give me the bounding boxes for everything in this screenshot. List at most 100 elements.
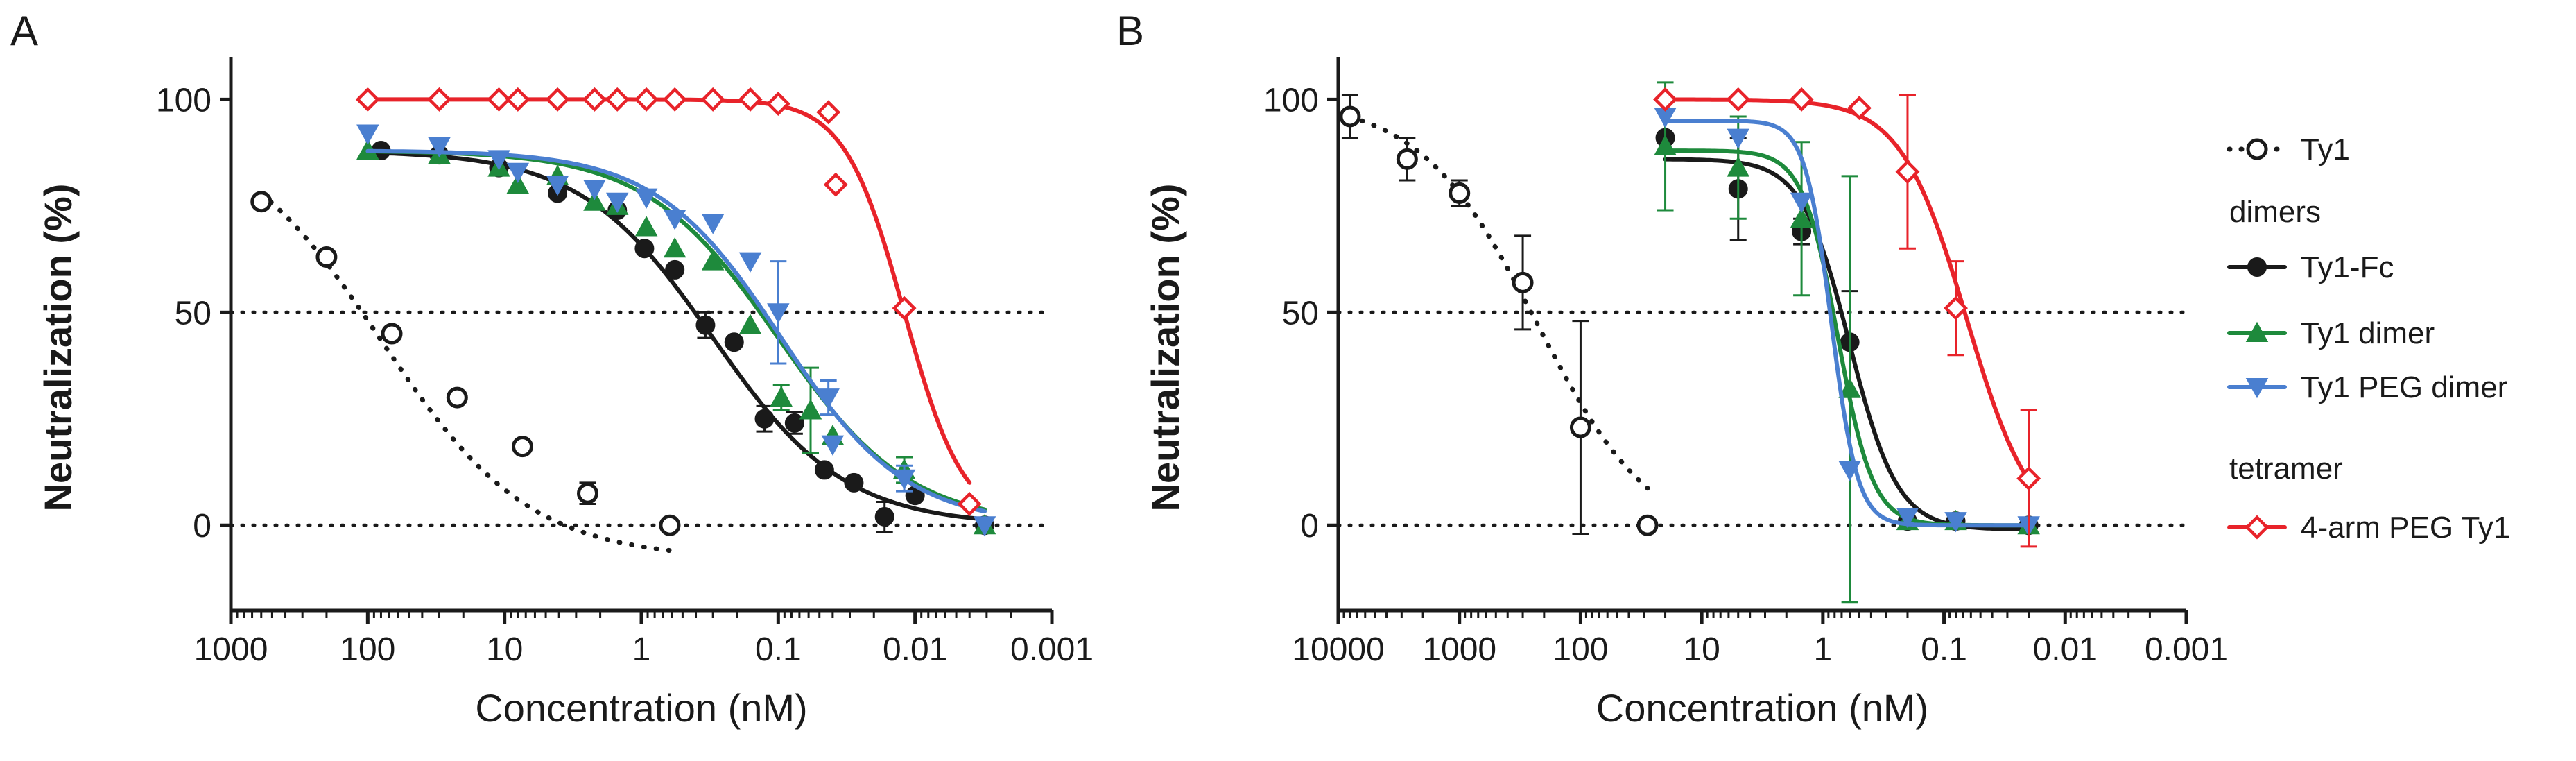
panel-b-point-ty1-dimer (1727, 156, 1749, 177)
legend-marker (2246, 138, 2268, 160)
panel-b-point-ty1 (1449, 182, 1471, 204)
legend: Ty1 dimers Ty1-Fc Ty1 dimer Ty1 PEG dimer tet… (2227, 132, 2510, 545)
panel-a-point-ty1-dimer (770, 386, 793, 407)
panel-a-point-ty1-peg-dimer (738, 252, 762, 273)
panel-a-x-tick-label: 1000 (194, 631, 268, 668)
panel-a-point-ty1-peg-dimer (606, 192, 629, 213)
panel-b-point-ty1-dimer (1790, 207, 1813, 228)
panel-a-x-tick-label: 1 (632, 631, 651, 668)
panel-b-x-tick-label: 10 (1683, 631, 1720, 668)
panel-a-point-4-arm-peg-ty1 (545, 87, 570, 112)
panel-b-fit-curve-ty1 (1347, 114, 1650, 491)
panel-b-point-ty1-dimer (1654, 135, 1677, 155)
panel-a-point-ty1-peg-dimer (356, 124, 379, 145)
panel-a-y-tick-label: 0 (193, 508, 211, 545)
panel-a-fit-curve-ty1-dimer (365, 149, 987, 512)
legend-marker (2245, 378, 2269, 399)
panel-a-point-ty1 (315, 246, 338, 268)
panel-a-point-ty1-peg-dimer (546, 176, 569, 196)
panel-a-x-tick-label: 0.1 (755, 631, 802, 668)
panel-a-point-ty1 (577, 482, 599, 504)
panel-a-point-4-arm-peg-ty1 (487, 87, 511, 112)
panel-a-point-ty1-fc (695, 315, 716, 335)
panel-a-point-ty1-dimer (634, 216, 658, 237)
panel-a-point-ty1-dimer (506, 173, 530, 194)
panel-a-point-ty1-dimer (583, 190, 606, 211)
panel-a-point-ty1 (381, 323, 403, 345)
panel-a-point-ty1-peg-dimer (817, 388, 840, 409)
panel-b-point-4-arm-peg-ty1 (1789, 87, 1814, 112)
panel-b-x-tick-label: 10000 (1292, 631, 1384, 668)
panel-a-point-ty1-fc (754, 409, 775, 429)
panel-a-point-4-arm-peg-ty1 (427, 87, 451, 112)
panel-a-x-tick-label: 0.001 (1010, 631, 1093, 668)
legend-label: 4-arm PEG Ty1 (2301, 511, 2510, 545)
panel-b-point-4-arm-peg-ty1 (1653, 87, 1678, 112)
panel-b-point-ty1-peg-dimer (1896, 507, 1919, 529)
panel-a-x-tick-label: 0.01 (883, 631, 947, 668)
panel-b-point-4-arm-peg-ty1 (1726, 87, 1751, 112)
legend-header-label: dimers (2229, 195, 2321, 229)
panel-b-y-tick-label: 50 (1282, 295, 1319, 332)
legend-marker (2245, 321, 2269, 342)
panel-a-fit-curve-ty1-peg-dimer (365, 148, 987, 514)
panel-a-point-ty1-peg-dimer (428, 137, 451, 158)
panel-b-series-4-arm-peg-ty1 (1653, 87, 2041, 548)
panel-a-point-4-arm-peg-ty1 (355, 87, 380, 112)
panel-a-x-axis-title: Concentration (nM) (475, 686, 807, 730)
panel-b-point-4-arm-peg-ty1 (1847, 96, 1872, 121)
panel-a-point-4-arm-peg-ty1 (662, 87, 687, 112)
panel-b-point-ty1-peg-dimer (1727, 128, 1749, 149)
panel-b-x-tick-label: 0.1 (1921, 631, 1967, 668)
legend-label: Ty1 (2301, 132, 2350, 166)
panel-a-series-ty1 (250, 191, 681, 554)
panel-a-point-ty1-peg-dimer (821, 435, 845, 456)
legend-marker (2245, 515, 2270, 540)
panel-a-label: A (10, 8, 38, 54)
panel-a-y-tick-label: 100 (156, 82, 211, 119)
panel-a-point-ty1 (446, 386, 468, 409)
panel-a-point-4-arm-peg-ty1 (605, 87, 630, 112)
panel-a-point-ty1-peg-dimer (583, 180, 606, 200)
panel-a-series-4-arm-peg-ty1 (355, 87, 982, 517)
legend-item-4-arm-peg-ty1: 4-arm PEG Ty1 (2227, 511, 2510, 545)
panel-a-point-ty1-fc (724, 332, 744, 352)
legend-header-tetramer: tetramer (2229, 452, 2343, 486)
panel-a-point-4-arm-peg-ty1 (766, 92, 790, 117)
panel-b-x-tick-label: 1 (1814, 631, 1833, 668)
panel-b-label: B (1116, 8, 1144, 54)
panel-a-point-4-arm-peg-ty1 (505, 87, 530, 112)
panel-b-x-tick-label: 0.01 (2033, 631, 2098, 668)
panel-a-point-4-arm-peg-ty1 (738, 87, 763, 112)
panel-b-x-tick-label: 100 (1553, 631, 1608, 668)
panel-a-x-tick-label: 10 (486, 631, 523, 668)
panel-a-point-ty1-peg-dimer (634, 188, 658, 209)
panel-b-point-ty1 (1512, 271, 1534, 293)
panel-a-point-ty1-fc (665, 259, 685, 280)
panel-b-fit-curve-4-arm-peg-ty1 (1663, 97, 2031, 483)
panel-a-point-ty1-fc (814, 460, 834, 480)
panel-a-point-4-arm-peg-ty1 (582, 87, 607, 112)
legend-header-label: tetramer (2229, 452, 2343, 486)
panel-b-point-ty1 (1569, 416, 1591, 438)
panel-b-point-4-arm-peg-ty1 (2016, 466, 2041, 491)
panel-a-point-4-arm-peg-ty1 (823, 172, 848, 197)
panel-b-point-ty1 (1636, 514, 1659, 536)
panel-a-point-ty1-peg-dimer (973, 516, 996, 537)
panel-b-x-axis-title: Concentration (nM) (1596, 686, 1928, 730)
panel-a-chart: 0 50 100 1000 100 10 1 0.1 0.01 0.001 Concentratio… (36, 57, 1093, 730)
panel-b-x-tick-label: 1000 (1422, 631, 1496, 668)
legend-label: Ty1-Fc (2301, 250, 2394, 284)
panel-b-point-4-arm-peg-ty1 (1944, 296, 1968, 320)
panel-a-point-ty1-peg-dimer (506, 162, 530, 183)
panel-b-x-tick-label: 0.001 (2145, 631, 2228, 668)
panel-b-point-ty1 (1396, 148, 1418, 170)
panel-b-point-ty1-peg-dimer (1944, 512, 1967, 533)
panel-b-series-ty1 (1339, 94, 1659, 536)
panel-b-point-ty1-peg-dimer (1654, 107, 1677, 128)
panel-a-point-ty1-dimer (799, 399, 822, 420)
panel-a-point-ty1-fc (634, 239, 655, 259)
panel-a-point-4-arm-peg-ty1 (634, 87, 659, 112)
panel-b-point-ty1-peg-dimer (1838, 461, 1861, 481)
panel-a-y-axis-title: Neutralization (%) (36, 184, 80, 512)
